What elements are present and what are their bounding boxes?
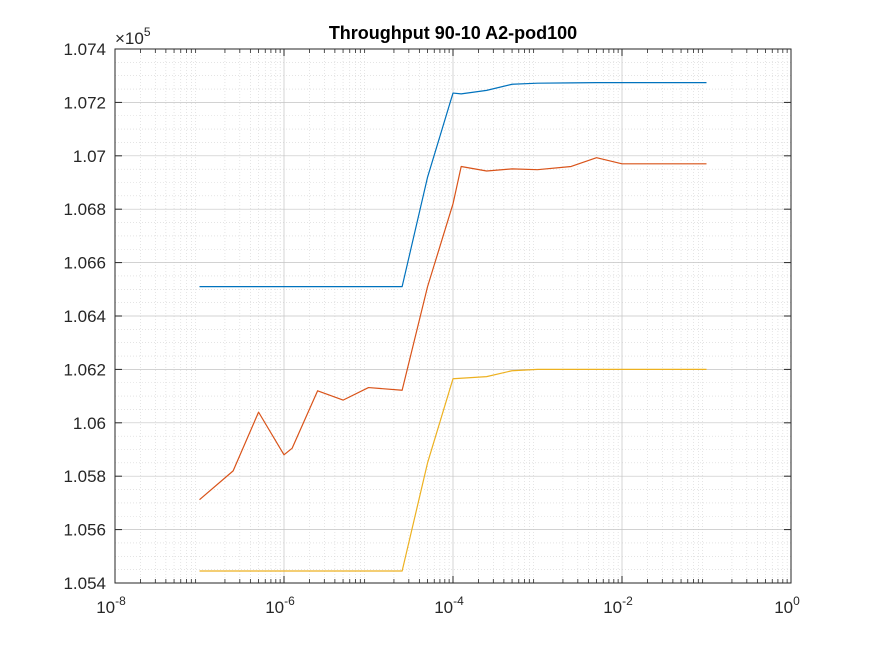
y-tick-label: 1.07 — [73, 147, 106, 166]
y-tick-label: 1.06 — [73, 414, 106, 433]
x-tick-exponent: -2 — [622, 594, 633, 608]
y-multiplier-exponent: 5 — [144, 25, 151, 39]
y-tick-label: 1.056 — [63, 521, 106, 540]
x-tick-exponent: -6 — [284, 594, 295, 608]
y-multiplier-base: ×10 — [115, 29, 144, 48]
y-tick-label: 1.064 — [63, 307, 106, 326]
y-tick-label: 1.058 — [63, 467, 106, 486]
x-tick-base: 10 — [96, 598, 115, 617]
y-axis-multiplier: ×105 — [115, 25, 151, 48]
x-tick-base: 10 — [774, 598, 793, 617]
y-tick-label: 1.066 — [63, 254, 106, 273]
y-tick-label: 1.062 — [63, 360, 106, 379]
series-line-3 — [199, 368, 707, 572]
series-line-2 — [199, 157, 707, 501]
y-tick-label: 1.072 — [63, 93, 106, 112]
y-tick-label: 1.054 — [63, 574, 106, 593]
x-tick-label: 10-4 — [434, 594, 464, 617]
x-tick-labels: 10-8 10-6 10-4 10-2 100 — [96, 594, 800, 617]
y-tick-label: 1.074 — [63, 40, 106, 59]
y-tick-labels: 1.054 1.056 1.058 1.06 1.062 1.064 1.066 1.068 1… — [63, 40, 106, 593]
x-tick-label: 10-2 — [603, 594, 633, 617]
x-tick-base: 10 — [603, 598, 622, 617]
chart-title: Throughput 90-10 A2-pod100 — [329, 23, 577, 43]
x-tick-label: 10-6 — [265, 594, 295, 617]
axis-ticks — [114, 48, 792, 584]
y-tick-label: 1.068 — [63, 200, 106, 219]
x-tick-label: 100 — [774, 594, 800, 617]
x-tick-exponent: 0 — [793, 594, 800, 608]
series-layer — [199, 82, 707, 572]
series-line-1 — [199, 82, 707, 288]
x-tick-base: 10 — [265, 598, 284, 617]
x-tick-exponent: -8 — [115, 594, 126, 608]
x-tick-base: 10 — [434, 598, 453, 617]
x-tick-label: 10-8 — [96, 594, 126, 617]
x-tick-exponent: -4 — [453, 594, 464, 608]
